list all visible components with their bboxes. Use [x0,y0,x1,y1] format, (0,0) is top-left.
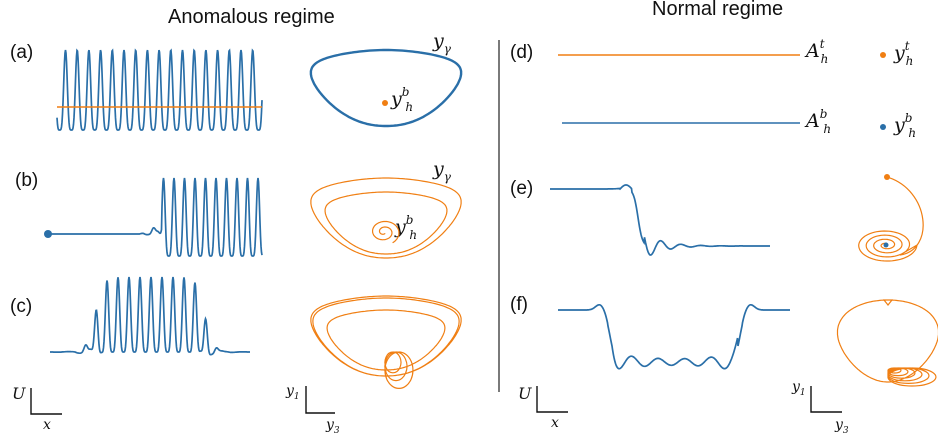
spiral-center-point [883,242,889,248]
wavetrain-profile-a [56,48,263,131]
phase-label-a: yγ [433,30,451,56]
profile-x-label-left: x [43,417,51,433]
phase-y-label-left: y1 [286,383,300,402]
phase-orbit-b [310,177,462,259]
homogeneous-point-a [382,100,388,106]
profile-axes-right [536,386,568,413]
panel-label-a: (a) [10,42,34,63]
panel-label-e: (e) [510,178,534,199]
phase-x-label-right: y3 [835,417,849,436]
phase-orbit-c [310,295,462,389]
phase-axes-right [810,386,842,413]
left-heading: Anomalous regime [168,6,335,28]
phase-label-b: yγ [433,158,451,184]
pulse-train-profile-c [50,276,250,356]
point-label-b: ybh [395,213,418,242]
dark-soliton-profile-f [558,303,790,370]
profile-axes-left [30,388,62,415]
point-label-a: ybh [391,85,414,114]
right-heading: Normal regime [652,0,784,20]
line-label-top: Ath [806,37,829,66]
front-start-dot [44,230,52,238]
phase-y-label-right: y1 [792,379,806,398]
panel-label-c: (c) [10,296,33,317]
switching-front-profile-e [550,184,770,256]
phase-x-label-left: y3 [326,417,340,436]
spiral-start-dot [884,174,890,180]
spiral-orbit-e [858,176,924,262]
front-profile-b [48,177,263,257]
point-label-top: yth [894,39,914,68]
profile-x-label-right: x [551,415,559,431]
bottom-equilibrium-point [880,124,886,130]
profile-y-label-left: U [12,384,26,403]
profile-y-label-right: U [518,384,532,403]
top-equilibrium-point [880,52,886,58]
homoclinic-orbit-f [836,299,938,387]
panel-label-d: (d) [510,42,534,63]
point-label-bottom: ybh [894,111,917,140]
phase-orbit-a [309,48,463,128]
phase-axes-left [305,386,335,414]
line-label-bottom: Abh [806,107,832,136]
panel-label-b: (b) [15,170,39,191]
panel-label-f: (f) [510,294,528,315]
